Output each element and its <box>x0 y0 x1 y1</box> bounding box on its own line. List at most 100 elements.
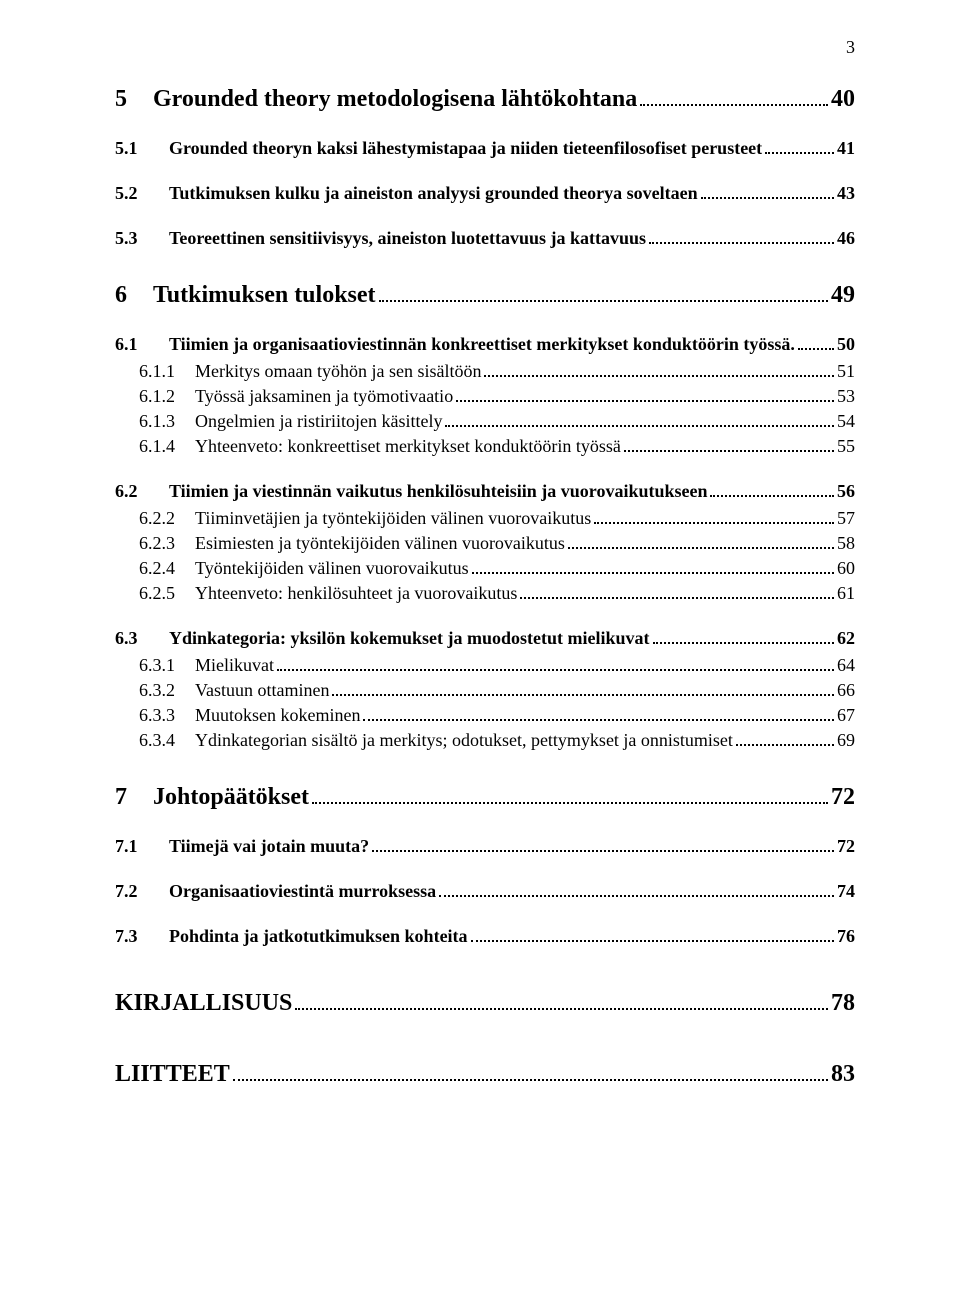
toc-entry: 6.1.4Yhteenveto: konkreettiset merkityks… <box>115 435 855 458</box>
toc-entry: 7.3Pohdinta ja jatkotutkimuksen kohteita… <box>115 925 855 948</box>
toc-entry-page: 67 <box>837 704 855 727</box>
toc-entry-number: 6.3 <box>115 627 169 650</box>
toc-entry-label: Vastuun ottaminen <box>195 679 329 702</box>
toc-entry-number: 6.2 <box>115 480 169 503</box>
toc-leader-dots <box>649 242 834 244</box>
toc-entry-label: Työntekijöiden välinen vuorovaikutus <box>195 557 469 580</box>
toc-entry-number: 6.2.3 <box>115 532 195 555</box>
toc-leader-dots <box>363 719 834 721</box>
toc-entry: 6.2.3Esimiesten ja työntekijöiden väline… <box>115 532 855 555</box>
toc-leader-dots <box>701 197 834 199</box>
toc-entry-page: 40 <box>831 84 855 115</box>
toc-entry-page: 50 <box>837 333 855 356</box>
toc-entry: 5.3Teoreettinen sensitiivisyys, aineisto… <box>115 227 855 250</box>
toc-entry-page: 56 <box>837 480 855 503</box>
toc-entry-label: Tiiminvetäjien ja työntekijöiden välinen… <box>195 507 591 530</box>
toc-entry-page: 66 <box>837 679 855 702</box>
toc-leader-dots <box>439 895 834 897</box>
toc-entry: 6Tutkimuksen tulokset49 <box>115 280 855 311</box>
toc-entry-label: Ydinkategorian sisältö ja merkitys; odot… <box>195 729 733 752</box>
toc-entry-label: Pohdinta ja jatkotutkimuksen kohteita <box>169 925 468 948</box>
toc-entry-page: 78 <box>831 988 855 1019</box>
toc-leader-dots <box>445 425 834 427</box>
toc-entry: 7.1Tiimejä vai jotain muuta? 72 <box>115 835 855 858</box>
toc-entry: 6.1.2Työssä jaksaminen ja työmotivaatio5… <box>115 385 855 408</box>
toc-leader-dots <box>594 522 834 524</box>
toc-entry-page: 74 <box>837 880 855 903</box>
toc-entry-label: Grounded theory metodologisena lähtökoht… <box>153 84 637 115</box>
toc-leader-dots <box>471 940 834 942</box>
toc-entry: 6.3.2Vastuun ottaminen66 <box>115 679 855 702</box>
toc-entry: 7Johtopäätökset72 <box>115 782 855 813</box>
toc-entry: 6.3.4Ydinkategorian sisältö ja merkitys;… <box>115 729 855 752</box>
toc-leader-dots <box>277 669 834 671</box>
toc-entry-number: 5.3 <box>115 227 169 250</box>
toc-entry-number: 5 <box>115 84 153 115</box>
table-of-contents: 5Grounded theory metodologisena lähtökoh… <box>115 84 855 1089</box>
toc-entry-label: Tutkimuksen tulokset <box>153 280 376 311</box>
toc-entry-page: 58 <box>837 532 855 555</box>
toc-entry: 6.3.3Muutoksen kokeminen 67 <box>115 704 855 727</box>
toc-leader-dots <box>798 348 834 350</box>
toc-entry: 6.3Ydinkategoria: yksilön kokemukset ja … <box>115 627 855 650</box>
toc-entry-label: Grounded theoryn kaksi lähestymistapaa j… <box>169 137 762 160</box>
toc-leader-dots <box>640 104 828 106</box>
toc-entry-page: 43 <box>837 182 855 205</box>
toc-leader-dots <box>295 1008 828 1010</box>
toc-entry: KIRJALLISUUS78 <box>115 988 855 1019</box>
toc-entry-label: Muutoksen kokeminen <box>195 704 360 727</box>
toc-entry-number: 6.1.4 <box>115 435 195 458</box>
toc-leader-dots <box>653 642 834 644</box>
toc-entry-label: Ongelmien ja ristiriitojen käsittely <box>195 410 442 433</box>
toc-entry-page: 57 <box>837 507 855 530</box>
toc-entry-page: 83 <box>831 1059 855 1090</box>
toc-entry-number: 6.2.5 <box>115 582 195 605</box>
toc-entry-page: 72 <box>837 835 855 858</box>
toc-entry-page: 55 <box>837 435 855 458</box>
toc-entry-number: 6.1.2 <box>115 385 195 408</box>
toc-entry-label: Tiimien ja viestinnän vaikutus henkilösu… <box>169 480 707 503</box>
toc-page: 3 5Grounded theory metodologisena lähtök… <box>0 0 960 1315</box>
toc-entry-number: 6.1 <box>115 333 169 356</box>
toc-leader-dots <box>456 400 834 402</box>
toc-entry: 6.1Tiimien ja organisaatioviestinnän kon… <box>115 333 855 356</box>
toc-entry-number: 7.1 <box>115 835 169 858</box>
toc-leader-dots <box>472 572 834 574</box>
toc-entry-label: Organisaatioviestintä murroksessa <box>169 880 436 903</box>
toc-leader-dots <box>765 152 834 154</box>
toc-entry-label: Mielikuvat <box>195 654 274 677</box>
toc-entry-label: Esimiesten ja työntekijöiden välinen vuo… <box>195 532 565 555</box>
toc-entry: 6.2.5Yhteenveto: henkilösuhteet ja vuoro… <box>115 582 855 605</box>
toc-entry-page: 64 <box>837 654 855 677</box>
toc-leader-dots <box>484 375 834 377</box>
toc-entry-number: 7 <box>115 782 153 813</box>
toc-entry-number: 6.3.3 <box>115 704 195 727</box>
toc-leader-dots <box>233 1079 828 1081</box>
toc-entry-number: 7.3 <box>115 925 169 948</box>
toc-entry-label: Ydinkategoria: yksilön kokemukset ja muo… <box>169 627 650 650</box>
toc-entry-number: 6.1.1 <box>115 360 195 383</box>
toc-entry-label: LIITTEET <box>115 1059 230 1090</box>
toc-leader-dots <box>624 450 834 452</box>
toc-entry: 7.2Organisaatioviestintä murroksessa 74 <box>115 880 855 903</box>
toc-leader-dots <box>710 495 834 497</box>
toc-entry-number: 6.3.4 <box>115 729 195 752</box>
toc-entry-number: 7.2 <box>115 880 169 903</box>
toc-entry-page: 53 <box>837 385 855 408</box>
toc-entry: 6.2.4Työntekijöiden välinen vuorovaikutu… <box>115 557 855 580</box>
toc-entry-page: 46 <box>837 227 855 250</box>
page-number: 3 <box>846 36 855 59</box>
toc-entry-label: Merkitys omaan työhön ja sen sisältöön <box>195 360 481 383</box>
toc-entry-number: 6.1.3 <box>115 410 195 433</box>
toc-leader-dots <box>372 850 834 852</box>
toc-entry-label: Tiimejä vai jotain muuta? <box>169 835 369 858</box>
toc-leader-dots <box>332 694 834 696</box>
toc-entry-number: 5.2 <box>115 182 169 205</box>
toc-entry: 5.1Grounded theoryn kaksi lähestymistapa… <box>115 137 855 160</box>
toc-entry-number: 6.3.1 <box>115 654 195 677</box>
toc-entry: 6.2.2Tiiminvetäjien ja työntekijöiden vä… <box>115 507 855 530</box>
toc-entry-label: Teoreettinen sensitiivisyys, aineiston l… <box>169 227 646 250</box>
toc-entry-label: Tutkimuksen kulku ja aineiston analyysi … <box>169 182 698 205</box>
toc-entry-page: 49 <box>831 280 855 311</box>
toc-entry-label: Johtopäätökset <box>153 782 309 813</box>
